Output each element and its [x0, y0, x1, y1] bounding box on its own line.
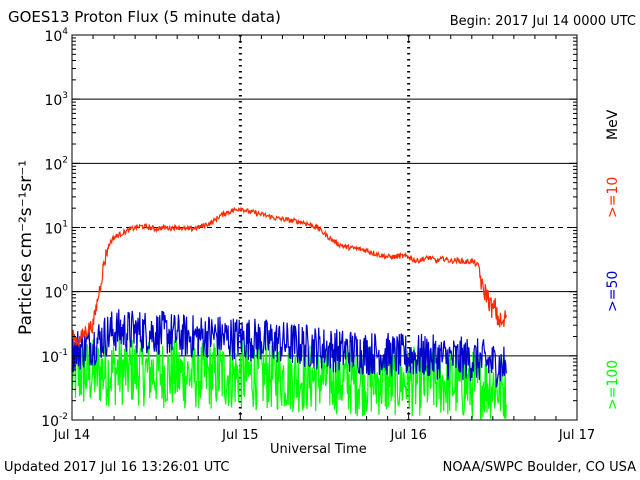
- legend-label-100: >=100: [605, 360, 621, 410]
- y-tick-label: 103: [44, 91, 68, 109]
- x-tick-label: Jul 16: [389, 428, 426, 443]
- credit-text: NOAA/SWPC Boulder, CO USA: [442, 460, 636, 475]
- series-line-ge50: [71, 309, 507, 388]
- updated-timestamp: Updated 2017 Jul 16 13:26:01 UTC: [4, 460, 230, 475]
- energy-unit-label: MeV: [605, 110, 621, 140]
- y-tick-label: 104: [44, 27, 68, 45]
- x-tick-label: Jul 14: [53, 428, 90, 443]
- y-tick-label: 100: [44, 284, 68, 302]
- energy-unit-text: MeV: [605, 109, 621, 140]
- y-tick-label: 10-2: [41, 412, 68, 430]
- x-axis-label: Universal Time: [270, 442, 367, 457]
- series-line-ge10: [71, 206, 507, 349]
- legend-100-text: >=100: [605, 359, 621, 410]
- chart-title: GOES13 Proton Flux (5 minute data): [8, 8, 281, 26]
- x-tick-label: Jul 17: [558, 428, 595, 443]
- legend-50-text: >=50: [605, 270, 621, 312]
- x-tick-label: Jul 15: [221, 428, 258, 443]
- legend-label-50: >=50: [605, 271, 621, 312]
- begin-time: Begin: 2017 Jul 14 0000 UTC: [449, 14, 636, 29]
- legend-label-10: >=10: [605, 177, 621, 218]
- y-tick-label: 102: [44, 155, 68, 173]
- y-axis-label: Particles cm⁻²s⁻¹sr⁻¹: [16, 159, 36, 335]
- tick-layer: [71, 34, 578, 421]
- series-layer: [71, 206, 507, 420]
- legend-10-text: >=10: [605, 176, 621, 218]
- y-tick-label: 101: [44, 220, 68, 238]
- y-tick-label: 10-1: [41, 348, 68, 366]
- series-line-ge100: [71, 335, 507, 420]
